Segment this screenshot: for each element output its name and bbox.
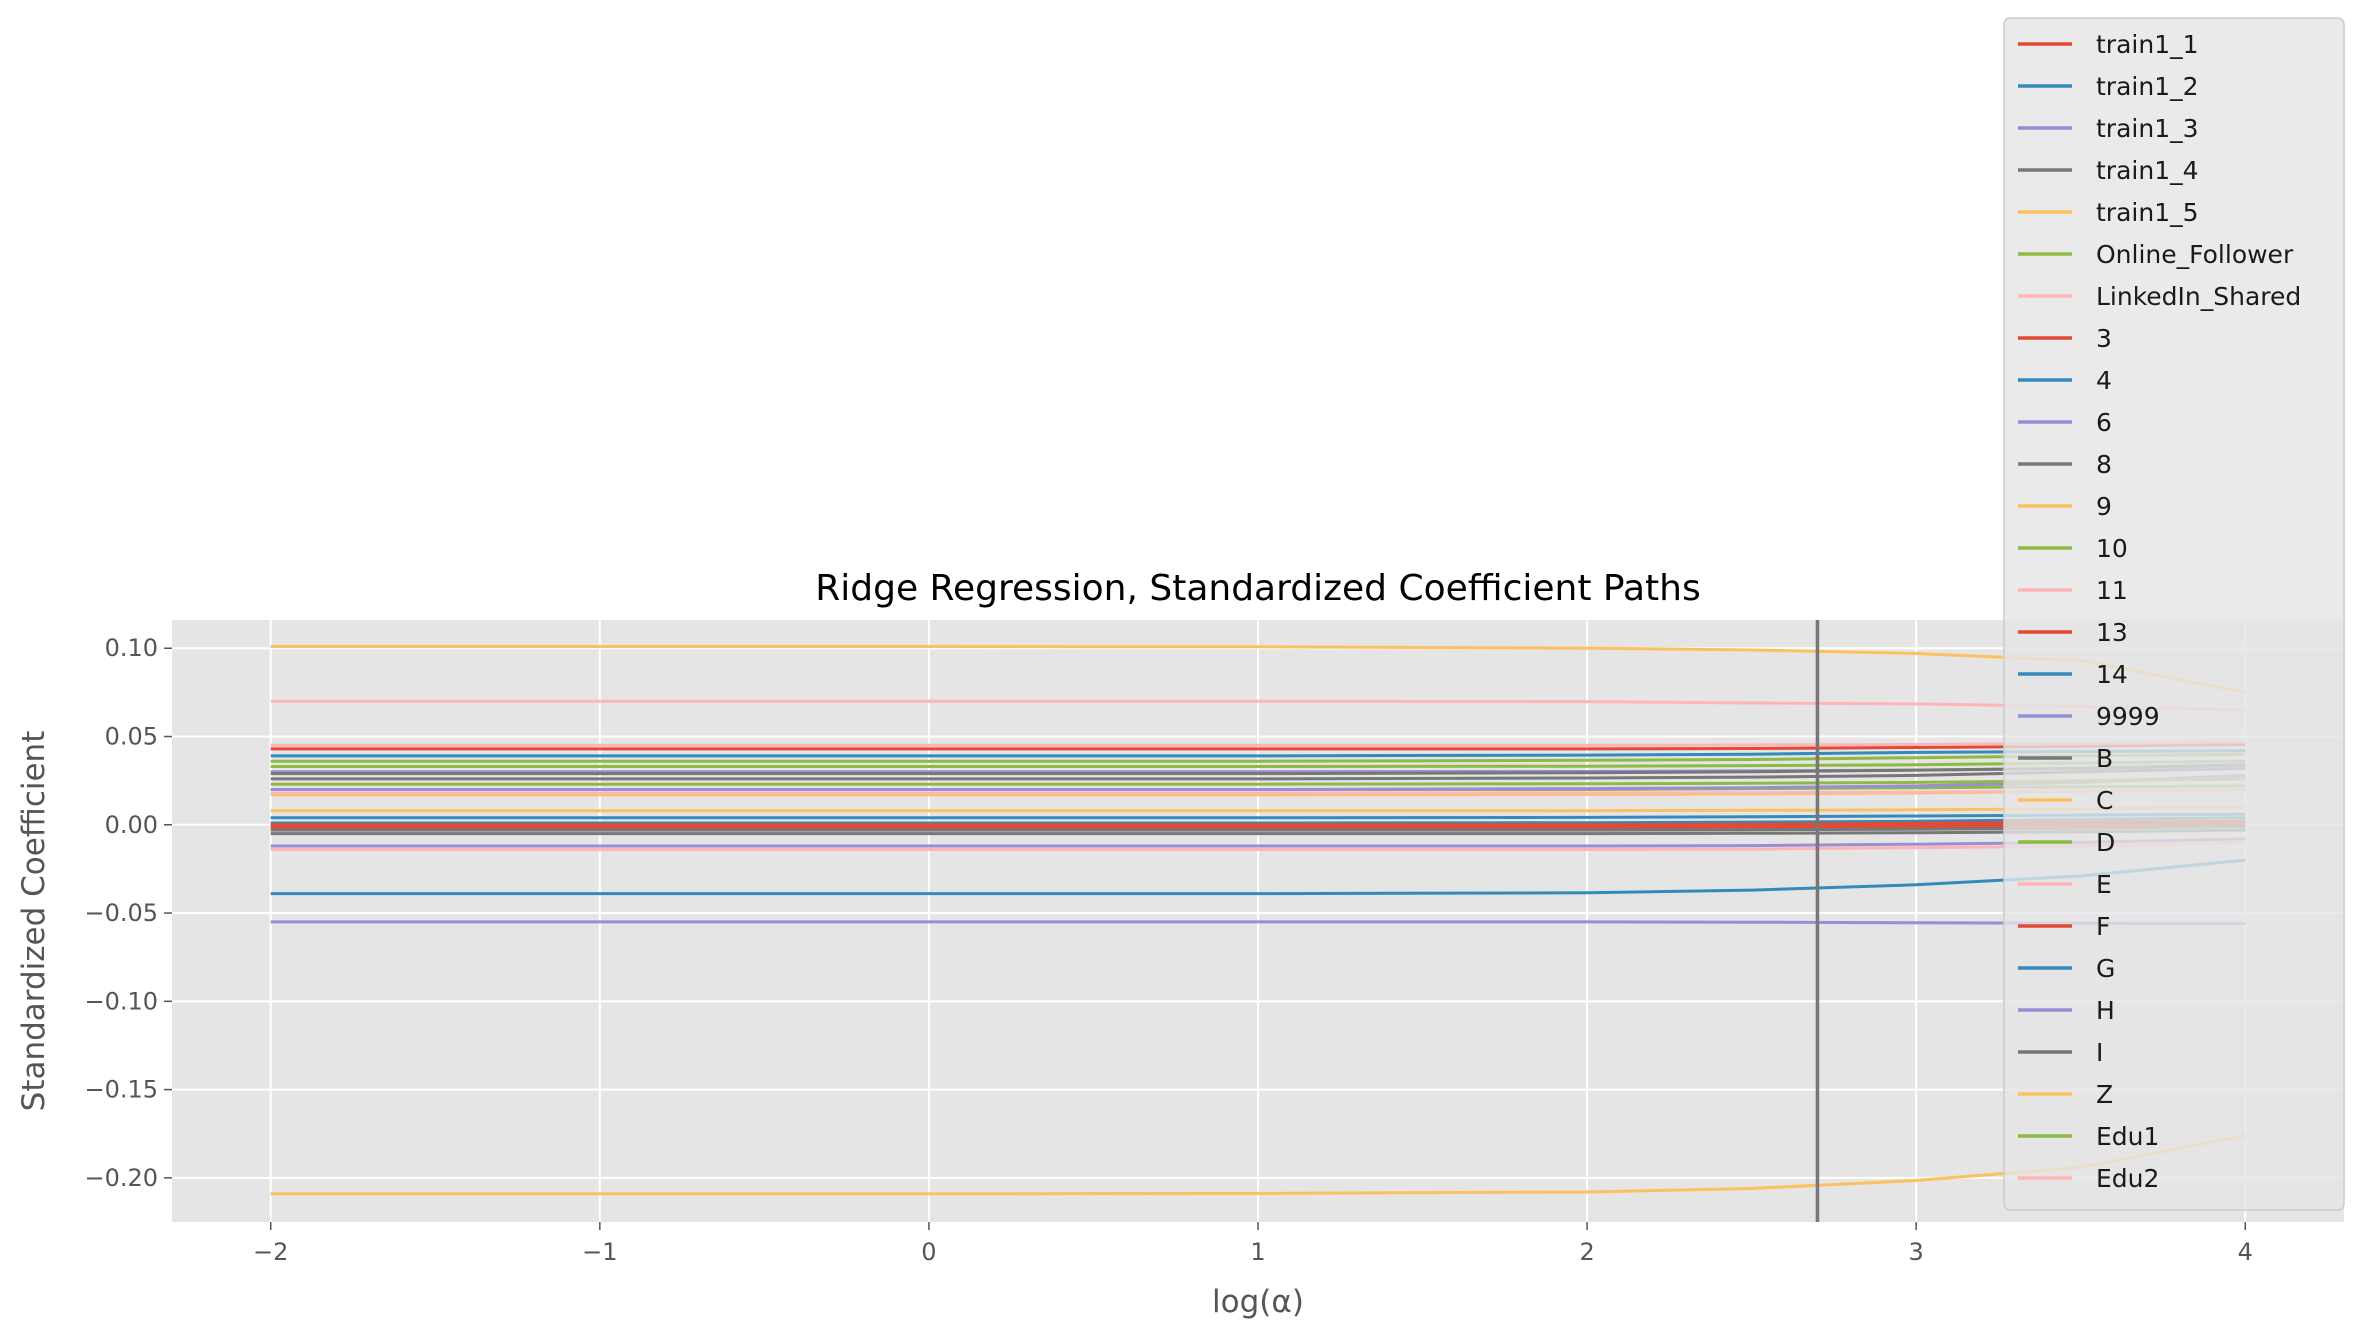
y-tick-label: 0.05 bbox=[105, 723, 158, 751]
y-tick-label: −0.15 bbox=[84, 1076, 158, 1104]
legend-label: B bbox=[2096, 744, 2113, 773]
series-line-6 bbox=[270, 920, 2246, 926]
legend-label: E bbox=[2096, 870, 2112, 899]
legend-label: 8 bbox=[2096, 450, 2112, 479]
y-tick-label: −0.10 bbox=[84, 987, 158, 1015]
legend-label: train1_2 bbox=[2096, 72, 2199, 101]
legend-label: 9999 bbox=[2096, 702, 2160, 731]
y-axis-label: Standardized Coefficient bbox=[16, 731, 52, 1112]
legend-label: H bbox=[2096, 996, 2115, 1025]
legend-label: train1_5 bbox=[2096, 198, 2199, 227]
x-tick-label: 2 bbox=[1579, 1238, 1594, 1266]
legend-label: C bbox=[2096, 786, 2113, 815]
legend-label: train1_4 bbox=[2096, 156, 2199, 185]
legend-label: train1_3 bbox=[2096, 114, 2199, 143]
legend-label: Edu1 bbox=[2096, 1122, 2159, 1151]
legend-label: Online_Follower bbox=[2096, 240, 2294, 269]
x-tick-label: −2 bbox=[253, 1238, 288, 1266]
legend-label: 13 bbox=[2096, 618, 2128, 647]
y-tick-label: −0.20 bbox=[84, 1164, 158, 1192]
legend-label: LinkedIn_Shared bbox=[2096, 282, 2301, 311]
legend-label: train1_1 bbox=[2096, 30, 2199, 59]
x-tick-label: 4 bbox=[2238, 1238, 2253, 1266]
x-tick-label: 0 bbox=[921, 1238, 936, 1266]
legend-label: 14 bbox=[2096, 660, 2128, 689]
legend-label: Z bbox=[2096, 1080, 2113, 1109]
y-tick-label: 0.10 bbox=[105, 634, 158, 662]
x-tick-label: −1 bbox=[582, 1238, 617, 1266]
legend-box bbox=[2003, 17, 2345, 1211]
legend-label: 6 bbox=[2096, 408, 2112, 437]
x-tick-label: 1 bbox=[1250, 1238, 1265, 1266]
legend-label: F bbox=[2096, 912, 2110, 941]
y-axis-ticks: 0.10 0.05 0.00 −0.05 −0.10 −0.15 −0.20 bbox=[84, 634, 172, 1192]
legend-label: 10 bbox=[2096, 534, 2128, 563]
legend-label: D bbox=[2096, 828, 2115, 857]
y-tick-label: 0.00 bbox=[105, 811, 158, 839]
y-tick-label: −0.05 bbox=[84, 899, 158, 927]
legend-label: Edu2 bbox=[2096, 1164, 2159, 1193]
legend: train1_1 train1_2 train1_3 train1_4 train1_5… bbox=[2003, 17, 2345, 1211]
legend-label: 9 bbox=[2096, 492, 2112, 521]
chart-title: Ridge Regression, Standardized Coefficie… bbox=[815, 568, 1701, 609]
x-axis-ticks: −2 −1 0 1 2 3 4 bbox=[253, 1222, 2253, 1266]
legend-label: 4 bbox=[2096, 366, 2112, 395]
legend-label: 11 bbox=[2096, 576, 2128, 605]
legend-label: 3 bbox=[2096, 324, 2112, 353]
x-axis-label: log(α) bbox=[1212, 1284, 1304, 1320]
legend-label: I bbox=[2096, 1038, 2103, 1067]
legend-label: G bbox=[2096, 954, 2115, 983]
x-tick-label: 3 bbox=[1909, 1238, 1924, 1266]
